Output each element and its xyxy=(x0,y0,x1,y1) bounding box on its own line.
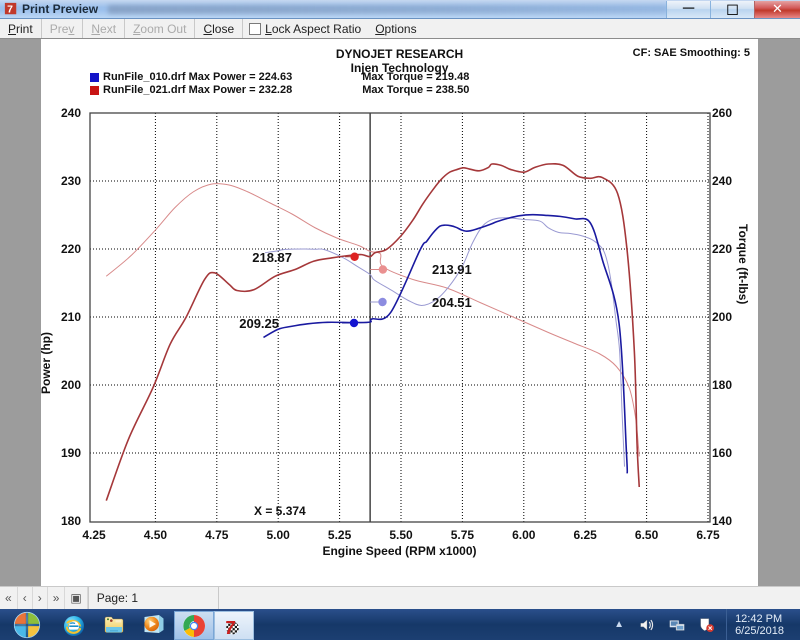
svg-text:7: 7 xyxy=(7,4,13,16)
svg-text:7: 7 xyxy=(224,618,237,638)
